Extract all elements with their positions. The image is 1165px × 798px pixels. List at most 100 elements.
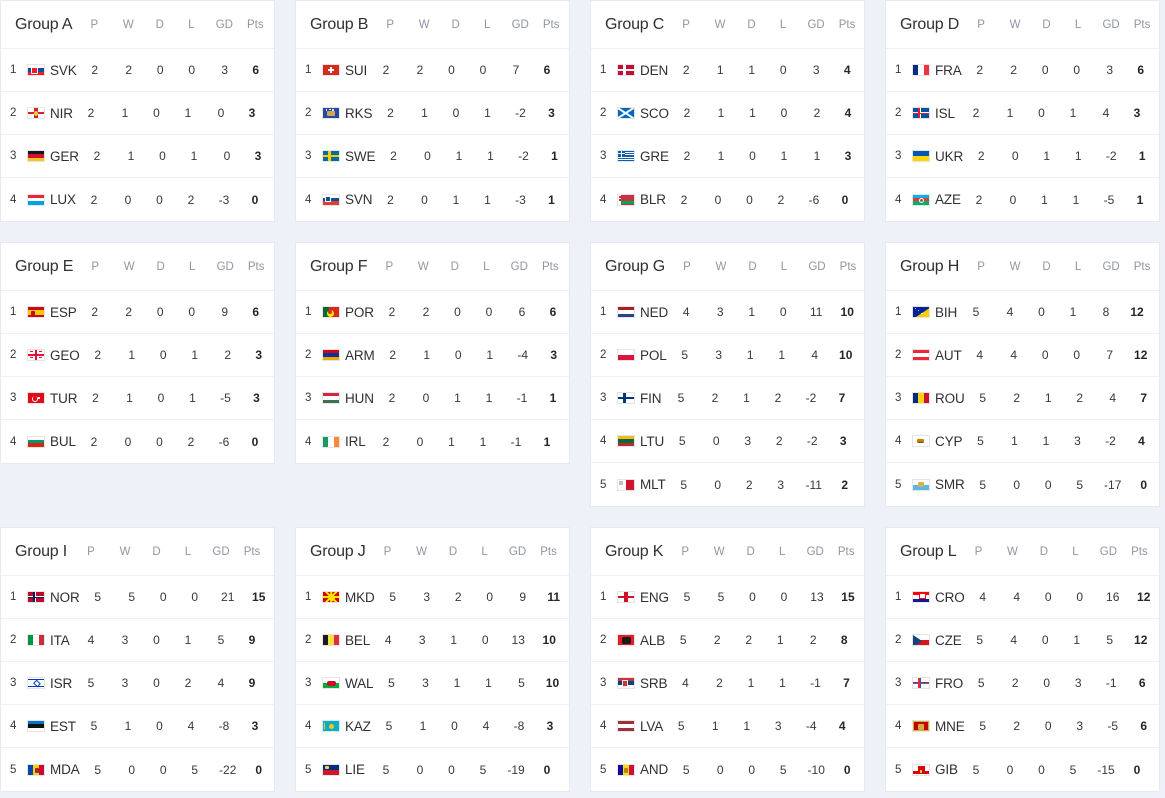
column-header-pts[interactable]: Pts <box>1131 545 1148 558</box>
table-row[interactable]: 4 LUX 2 0 0 2 -3 0 <box>1 178 274 221</box>
team-code[interactable]: BIH <box>935 304 958 320</box>
column-header-gd[interactable]: GD <box>807 18 825 31</box>
table-row[interactable]: 1 POR 2 2 0 0 6 6 <box>296 291 569 334</box>
column-header-l[interactable]: L <box>778 545 786 558</box>
team-code[interactable]: HUN <box>345 390 374 406</box>
table-row[interactable]: 3 GRE 2 1 0 1 1 3 <box>591 135 864 178</box>
column-header-w[interactable]: W <box>1009 18 1021 31</box>
table-row[interactable]: 4 IRL 2 0 1 1 -1 1 <box>296 420 569 463</box>
table-row[interactable]: 3 FIN 5 2 1 2 -2 7 <box>591 377 864 420</box>
table-row[interactable]: 4 AZE 2 0 1 1 -5 1 <box>886 178 1159 221</box>
column-header-p[interactable]: P <box>681 545 690 558</box>
team-code[interactable]: MLT <box>640 477 666 492</box>
team-code[interactable]: POL <box>640 347 667 363</box>
team-code[interactable]: EST <box>50 718 76 734</box>
team-code[interactable]: CYP <box>935 433 963 449</box>
table-row[interactable]: 1 SVK 2 2 0 0 3 6 <box>1 49 274 92</box>
table-row[interactable]: 4 BUL 2 0 0 2 -6 0 <box>1 420 274 463</box>
team-code[interactable]: WAL <box>345 675 374 691</box>
column-header-pts[interactable]: Pts <box>1133 18 1151 31</box>
column-header-pts[interactable]: Pts <box>540 545 557 558</box>
table-row[interactable]: 1 BIH 5 4 0 1 8 12 <box>886 291 1159 334</box>
team-code[interactable]: SCO <box>640 105 669 121</box>
column-header-gd[interactable]: GD <box>1099 545 1118 558</box>
column-header-pts[interactable]: Pts <box>541 260 559 273</box>
column-header-p[interactable]: P <box>682 18 690 31</box>
team-code[interactable]: AND <box>640 762 669 777</box>
table-row[interactable]: 1 NOR 5 5 0 0 21 15 <box>1 576 274 619</box>
table-row[interactable]: 5 MDA 5 0 0 5 -22 0 <box>1 748 274 791</box>
column-header-gd[interactable]: GD <box>510 260 528 273</box>
team-code[interactable]: ESP <box>50 304 77 320</box>
team-code[interactable]: FRA <box>935 62 962 78</box>
column-header-gd[interactable]: GD <box>808 260 826 273</box>
team-code[interactable]: ALB <box>640 632 666 648</box>
table-row[interactable]: 1 CRO 4 4 0 0 16 12 <box>886 576 1159 619</box>
team-code[interactable]: SVN <box>345 192 373 207</box>
column-header-l[interactable]: L <box>780 260 788 273</box>
table-row[interactable]: 3 SRB 4 2 1 1 -1 7 <box>591 662 864 705</box>
column-header-d[interactable]: D <box>156 260 165 273</box>
team-code[interactable]: DEN <box>640 62 669 78</box>
table-row[interactable]: 3 UKR 2 0 1 1 -2 1 <box>886 135 1159 178</box>
table-row[interactable]: 2 RKS 2 1 0 1 -2 3 <box>296 92 569 135</box>
table-row[interactable]: 3 HUN 2 0 1 1 -1 1 <box>296 377 569 420</box>
table-row[interactable]: 5 GIB 5 0 0 5 -15 0 <box>886 748 1159 791</box>
team-code[interactable]: BEL <box>345 632 371 648</box>
column-header-w[interactable]: W <box>715 260 727 273</box>
team-code[interactable]: SVK <box>50 62 77 78</box>
team-code[interactable]: LTU <box>640 433 665 449</box>
column-header-l[interactable]: L <box>188 260 196 273</box>
column-header-d[interactable]: D <box>1042 18 1051 31</box>
team-code[interactable]: FIN <box>640 390 662 406</box>
table-row[interactable]: 2 GEO 2 1 0 1 2 3 <box>1 334 274 377</box>
team-code[interactable]: LVA <box>640 718 664 734</box>
team-code[interactable]: NED <box>640 304 669 320</box>
column-header-d[interactable]: D <box>748 260 757 273</box>
table-row[interactable]: 3 ISR 5 3 0 2 4 9 <box>1 662 274 705</box>
table-row[interactable]: 4 MNE 5 2 0 3 -5 6 <box>886 705 1159 748</box>
team-code[interactable]: ARM <box>345 347 375 363</box>
column-header-p[interactable]: P <box>683 260 691 273</box>
team-code[interactable]: AUT <box>935 347 962 363</box>
team-code[interactable]: IRL <box>345 434 366 449</box>
team-code[interactable]: BUL <box>50 434 76 449</box>
team-code[interactable]: POR <box>345 304 374 320</box>
table-row[interactable]: 4 BLR 2 0 0 2 -6 0 <box>591 178 864 221</box>
column-header-l[interactable]: L <box>481 545 488 558</box>
column-header-w[interactable]: W <box>713 545 725 558</box>
table-row[interactable]: 3 TUR 2 1 0 1 -5 3 <box>1 377 274 420</box>
team-code[interactable]: GIB <box>935 762 958 777</box>
table-row[interactable]: 1 NED 4 3 1 0 11 10 <box>591 291 864 334</box>
column-header-l[interactable]: L <box>1074 18 1082 31</box>
column-header-pts[interactable]: Pts <box>839 260 857 273</box>
column-header-pts[interactable]: Pts <box>542 18 560 31</box>
column-header-pts[interactable]: Pts <box>1133 260 1151 273</box>
column-header-l[interactable]: L <box>1072 545 1079 558</box>
team-code[interactable]: MNE <box>935 718 965 734</box>
team-code[interactable]: LUX <box>50 192 76 207</box>
column-header-pts[interactable]: Pts <box>247 18 264 31</box>
table-row[interactable]: 2 ALB 5 2 2 1 2 8 <box>591 619 864 662</box>
column-header-gd[interactable]: GD <box>508 545 527 558</box>
team-code[interactable]: GRE <box>640 148 669 164</box>
table-row[interactable]: 3 SWE 2 0 1 1 -2 1 <box>296 135 569 178</box>
column-header-d[interactable]: D <box>1039 545 1049 558</box>
column-header-w[interactable]: W <box>119 545 131 558</box>
column-header-p[interactable]: P <box>974 545 983 558</box>
column-header-gd[interactable]: GD <box>215 18 233 31</box>
column-header-w[interactable]: W <box>123 260 135 273</box>
team-code[interactable]: TUR <box>50 390 78 406</box>
team-code[interactable]: ISL <box>935 105 955 121</box>
column-header-p[interactable]: P <box>977 260 985 273</box>
team-code[interactable]: NOR <box>50 589 80 605</box>
column-header-d[interactable]: D <box>155 18 164 31</box>
table-row[interactable]: 4 EST 5 1 0 4 -8 3 <box>1 705 274 748</box>
column-header-l[interactable]: L <box>483 260 490 273</box>
team-code[interactable]: SMR <box>935 477 965 492</box>
table-row[interactable]: 1 ENG 5 5 0 0 13 15 <box>591 576 864 619</box>
team-code[interactable]: SUI <box>345 62 368 78</box>
column-header-l[interactable]: L <box>188 18 195 31</box>
column-header-d[interactable]: D <box>450 260 459 273</box>
column-header-p[interactable]: P <box>91 260 100 273</box>
